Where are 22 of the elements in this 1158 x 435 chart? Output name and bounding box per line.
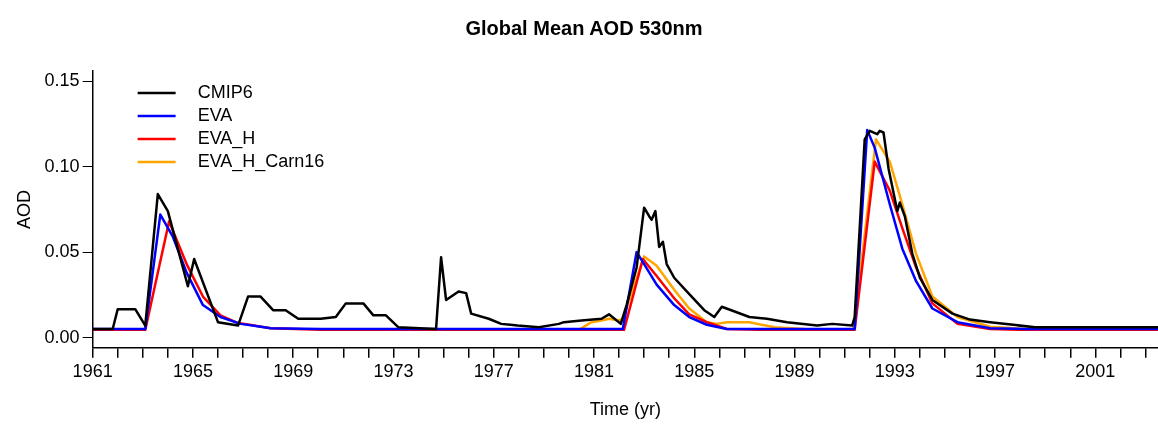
x-tick-label: 1989 <box>774 360 815 381</box>
y-tick-label: 0.00 <box>44 326 80 347</box>
chart-title: Global Mean AOD 530nm <box>465 16 703 39</box>
y-tick-label: 0.15 <box>44 70 80 91</box>
x-tick-label: 1969 <box>273 360 314 381</box>
x-tick-label: 1997 <box>975 360 1016 381</box>
legend-label: CMIP6 <box>197 81 253 102</box>
y-tick-label: 0.10 <box>44 155 80 176</box>
y-tick-label: 0.05 <box>44 241 80 262</box>
x-tick-label: 1965 <box>172 360 213 381</box>
x-tick-label: 1977 <box>473 360 514 381</box>
legend-label: EVA <box>197 104 233 125</box>
x-axis-title: Time (yr) <box>589 399 661 420</box>
x-tick-label: 1985 <box>674 360 715 381</box>
x-tick-label: 1973 <box>373 360 414 381</box>
y-axis-title: AOD <box>13 189 34 229</box>
legend-label: EVA_H_Carn16 <box>197 150 325 172</box>
x-tick-label: 1981 <box>573 360 615 381</box>
x-tick-label: 2001 <box>1075 360 1116 381</box>
legend-label: EVA_H <box>197 127 256 149</box>
x-tick-label: 1961 <box>72 360 113 381</box>
x-tick-label: 1993 <box>874 360 915 381</box>
